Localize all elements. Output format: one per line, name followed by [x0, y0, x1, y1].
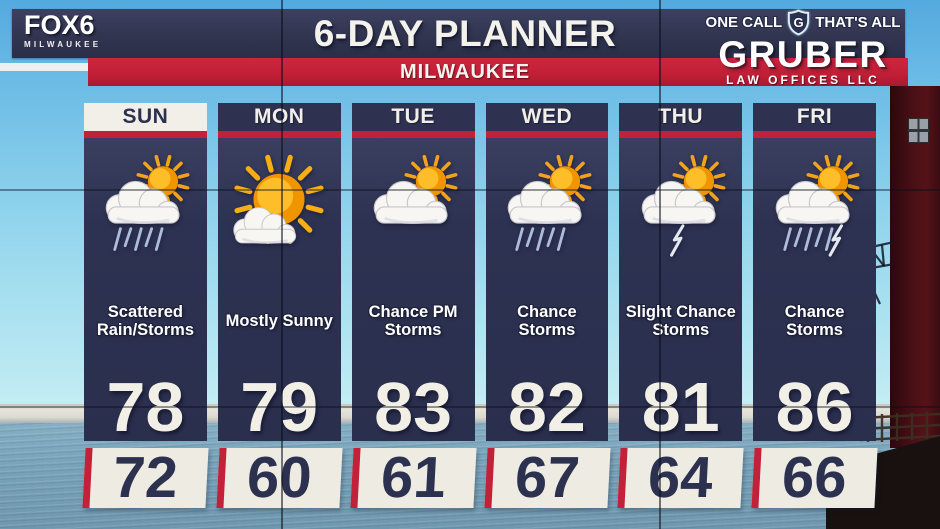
day-label: TUE	[351, 103, 475, 131]
low-temp: 61	[379, 445, 448, 510]
fox6-logo: FOX6 MILWAUKEE	[24, 10, 116, 50]
high-temp: 86	[775, 367, 854, 446]
gruber-tagline: ONE CALL G THAT'S ALL	[697, 9, 909, 36]
low-temp: 60	[245, 445, 314, 510]
gruber-name: GRUBER	[718, 34, 888, 75]
forecast-day-column: FRI Chance Storms 86 66	[751, 103, 878, 515]
day-label: FRI	[753, 103, 876, 131]
gruber-sponsor-logo: ONE CALL G THAT'S ALL GRUBER LAW OFFICES…	[697, 9, 909, 87]
big-sun-cloud-icon	[222, 144, 336, 268]
low-temp: 72	[111, 445, 180, 510]
forecast-row: SUN Scattered Rain/Storms 78 72 MON Most…	[82, 103, 878, 515]
cloud-sun-bolt-icon	[624, 144, 738, 268]
low-red-stripe	[350, 448, 361, 508]
lighthouse-tower	[890, 86, 940, 448]
condition-text: Mostly Sunny	[225, 312, 333, 331]
high-temp: 81	[641, 367, 720, 446]
high-temp: 82	[507, 367, 586, 446]
condition-text: Slight Chance Storms	[625, 302, 736, 340]
gruber-subtitle: LAW OFFICES LLC	[726, 73, 880, 87]
gruber-tag-right: THAT'S ALL	[815, 14, 901, 31]
day-red-stripe	[485, 131, 609, 138]
day-red-stripe	[217, 131, 341, 138]
gruber-tag-left: ONE CALL	[705, 14, 783, 31]
low-red-stripe	[751, 448, 762, 508]
day-red-stripe	[753, 131, 876, 138]
day-label: SUN	[84, 103, 207, 131]
low-temp: 67	[512, 445, 581, 510]
location-bar: MILWAUKEE	[88, 58, 908, 86]
low-red-stripe	[617, 448, 628, 508]
page-title: 6-DAY PLANNER	[313, 13, 617, 54]
day-panel: Chance Storms 82	[485, 138, 609, 446]
low-red-stripe	[82, 448, 93, 508]
low-temp: 64	[646, 445, 715, 510]
day-label: WED	[485, 103, 609, 131]
gruber-shield-icon: G	[788, 9, 810, 36]
low-temp-box: 66	[751, 445, 878, 510]
condition-text: Scattered Rain/Storms	[96, 302, 194, 340]
day-panel: Chance PM Storms 83	[351, 138, 475, 446]
low-red-stripe	[483, 448, 495, 508]
day-label: THU	[619, 103, 743, 131]
low-red-stripe	[216, 448, 227, 508]
high-temp: 83	[374, 367, 453, 446]
high-temp: 78	[106, 367, 185, 446]
day-red-stripe	[84, 131, 207, 138]
day-red-stripe	[351, 131, 475, 138]
low-temp-box: 72	[82, 445, 209, 510]
condition-text: Chance Storms	[517, 302, 577, 340]
forecast-day-column: TUE Chance PM Storms 83 61	[350, 103, 477, 515]
gruber-shield-letter: G	[794, 15, 804, 30]
fox6-city-label: MILWAUKEE	[24, 40, 102, 49]
fox6-wordmark: FOX6	[24, 10, 95, 40]
low-temp-box: 64	[617, 445, 744, 510]
forecast-day-column: WED Chance Storms 82 67	[483, 103, 610, 515]
forecast-day-column: SUN Scattered Rain/Storms 78 72	[82, 103, 209, 515]
cloud-sun-icon	[356, 144, 470, 268]
day-label: MON	[217, 103, 341, 131]
forecast-day-column: MON Mostly Sunny 79 60	[216, 103, 343, 515]
day-panel: Scattered Rain/Storms 78	[84, 138, 207, 446]
low-temp: 66	[780, 445, 849, 510]
cloud-sun-rain-bolt-icon	[758, 144, 872, 268]
lighthouse-window	[908, 118, 929, 143]
high-temp: 79	[240, 367, 319, 446]
forecast-day-column: THU Slight Chance Storms 81 64	[617, 103, 744, 515]
condition-text: Chance PM Storms	[368, 302, 458, 340]
day-panel: Chance Storms 86	[753, 138, 876, 446]
location-label: MILWAUKEE	[399, 60, 531, 83]
day-panel: Slight Chance Storms 81	[619, 138, 743, 446]
low-temp-box: 60	[216, 445, 343, 510]
cloud-sun-rain-icon	[490, 144, 604, 268]
condition-text: Chance Storms	[784, 302, 845, 340]
day-panel: Mostly Sunny 79	[217, 138, 341, 446]
sun-cloud-rain-icon	[88, 144, 202, 268]
low-temp-box: 67	[483, 445, 610, 510]
low-temp-box: 61	[350, 445, 477, 510]
day-red-stripe	[619, 131, 743, 138]
header-bar	[12, 9, 905, 58]
fox6-underline	[0, 63, 88, 71]
